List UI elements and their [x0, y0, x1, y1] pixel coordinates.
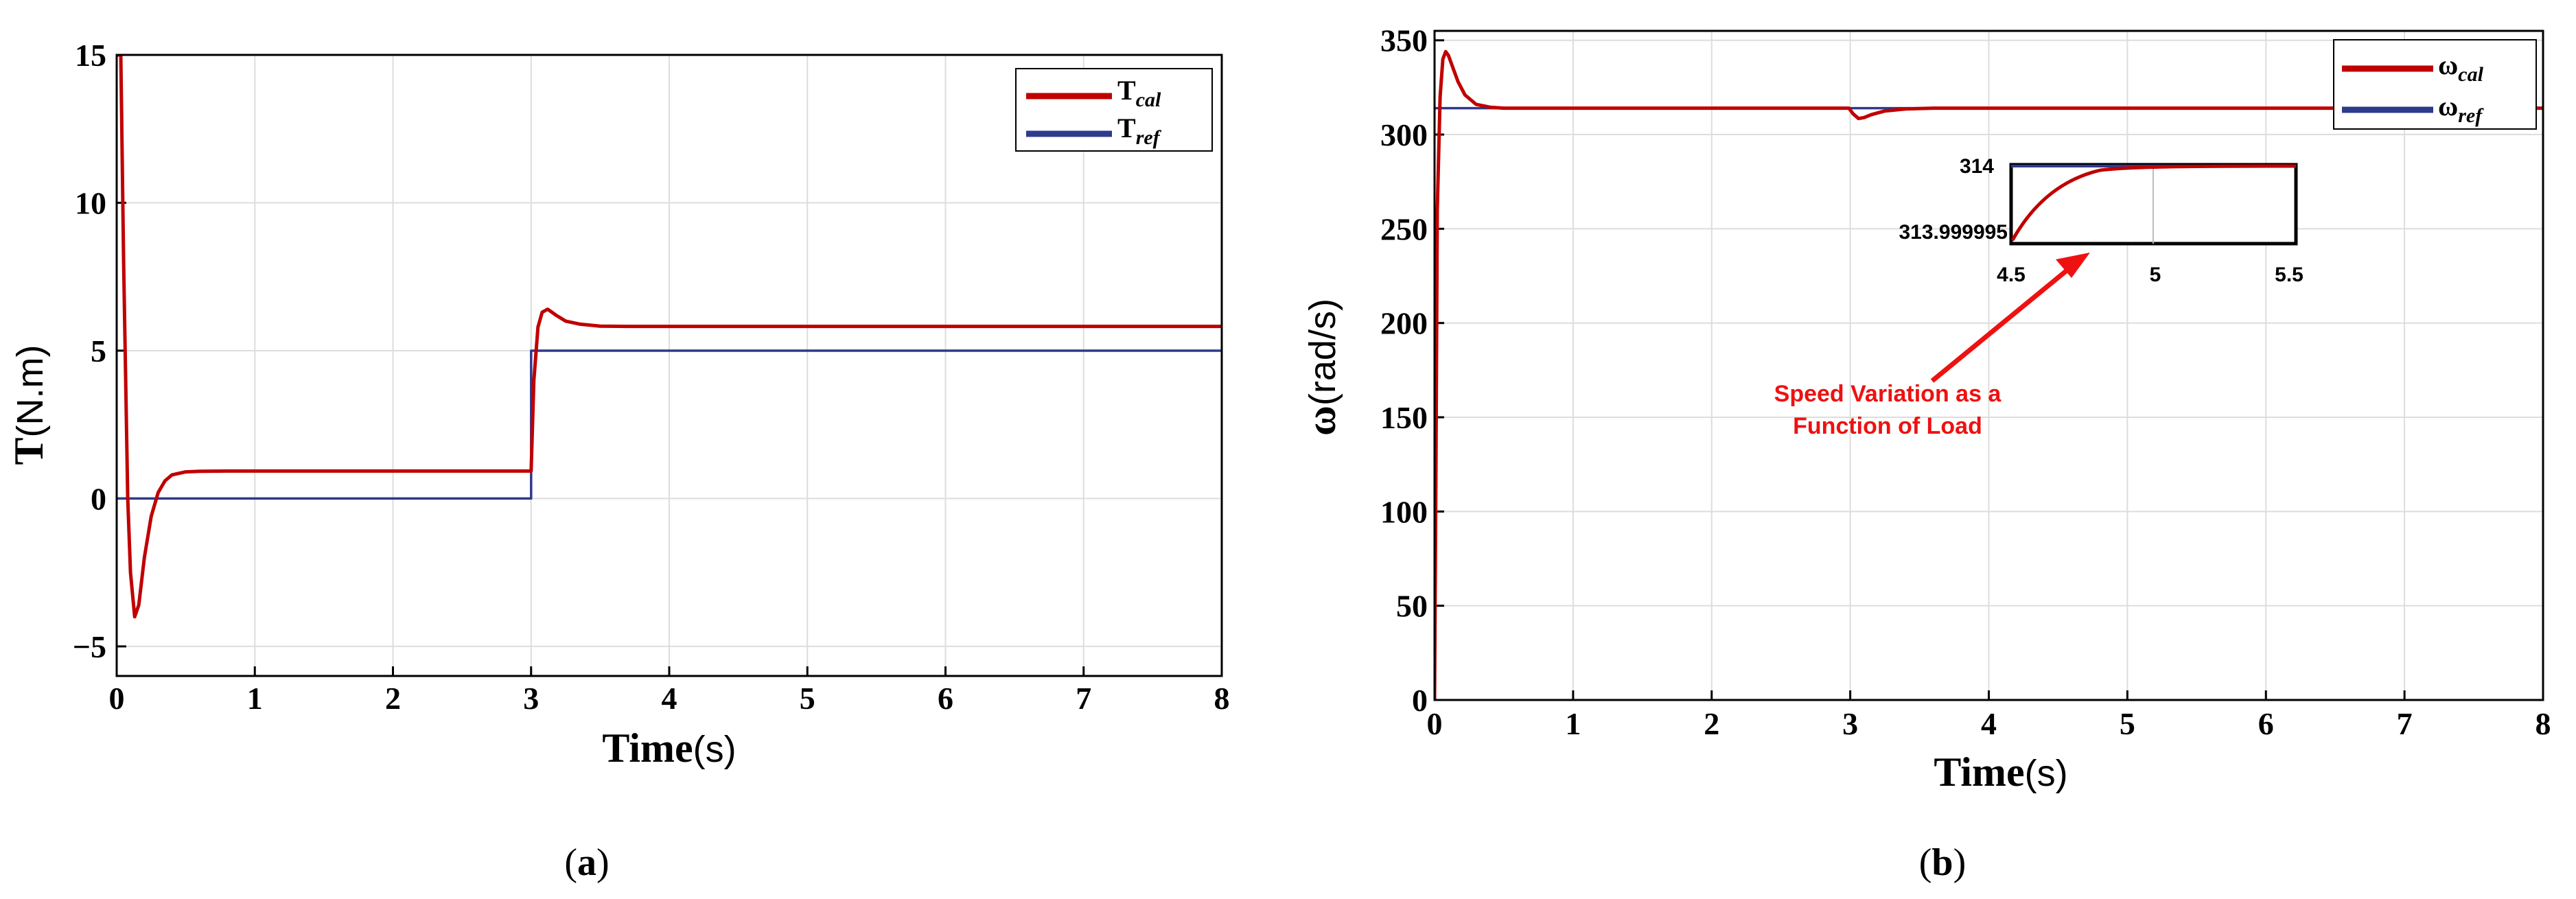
inset-xtick-1: 4.5 [1997, 264, 2026, 286]
grid-b [1434, 31, 2544, 701]
x-tick-label: 1 [1565, 706, 1581, 741]
x-tick-label: 3 [1842, 706, 1858, 741]
y-tick-label: 0 [91, 481, 106, 516]
x-tick-label: 6 [2258, 706, 2274, 741]
y-ticks-b: 0 50 100 150 200 250 300 350 [1380, 23, 1444, 718]
y-tick-label: 100 [1380, 494, 1428, 529]
legend-b: ωcal ωref [2333, 39, 2537, 130]
inset-cal-curve [2010, 164, 2297, 242]
legend-a-box [1015, 68, 1213, 152]
legend-a: Tcal Tref [1015, 68, 1213, 152]
annotation-arrow-head [2056, 253, 2090, 278]
x-axis-label-b: Time(s) [1934, 749, 2067, 795]
x-tick-label: 4 [1981, 706, 1997, 741]
y-tick-label: 50 [1396, 589, 1428, 624]
x-tick-label: 1 [247, 681, 263, 716]
y-tick-label: −5 [73, 629, 106, 664]
plot-frame-a [115, 54, 1223, 677]
inset-xtick-3: 5.5 [2275, 264, 2304, 286]
x-tick-label: 5 [2120, 706, 2135, 741]
x-tick-label: 7 [2397, 706, 2413, 741]
y-axis-label-b: ω(rad/s) [1299, 299, 1344, 436]
x-tick-label: 0 [1427, 706, 1443, 741]
caption-a: (a) [564, 841, 609, 884]
series-cal-line [1435, 49, 2543, 700]
x-tick-label: 2 [385, 681, 401, 716]
annotation-line-2: Function of Load [1793, 413, 1982, 439]
y-tick-label: 0 [1412, 683, 1428, 718]
series-cal-line [117, 55, 1222, 619]
legend-b-label-cal: ωcal [2438, 49, 2484, 86]
y-axis-label-a: T(N.m) [6, 345, 51, 465]
x-axis-label-a: Time(s) [602, 725, 736, 771]
y-tick-label: 300 [1380, 117, 1428, 152]
x-ticks-a: 0 1 2 3 4 5 6 7 8 [109, 666, 1230, 716]
x-tick-label: 0 [109, 681, 125, 716]
legend-b-label-ref: ωref [2438, 91, 2484, 127]
y-tick-label: 15 [75, 38, 106, 73]
y-tick-label: 350 [1380, 23, 1428, 58]
y-ticks-a: −5 0 5 10 15 [73, 38, 126, 664]
x-tick-label: 7 [1076, 681, 1091, 716]
legend-b-box [2333, 39, 2537, 130]
speed-chart: 0 50 100 150 200 250 300 350 0 1 2 3 4 5 6 7 8 ωcal ωre… [1299, 23, 2551, 884]
y-tick-label: 200 [1380, 306, 1428, 341]
x-tick-label: 3 [523, 681, 539, 716]
x-tick-label: 6 [938, 681, 953, 716]
y-tick-label: 10 [75, 185, 106, 220]
series-a [117, 55, 1222, 619]
inset-ytick-bottom: 313.999995 [1899, 221, 2008, 244]
plot-frame-b [1433, 30, 2544, 701]
x-tick-label: 8 [2536, 706, 2551, 741]
legend-a-label-ref: Tref [1117, 113, 1162, 149]
y-tick-label: 150 [1380, 400, 1428, 435]
x-tick-label: 2 [1704, 706, 1719, 741]
y-tick-label: 250 [1380, 211, 1428, 246]
legend-a-label-cal: Tcal [1117, 75, 1161, 111]
annotation-line-1: Speed Variation as a [1774, 381, 2002, 407]
x-tick-label: 5 [800, 681, 815, 716]
inset-xtick-2: 5 [2150, 264, 2161, 286]
x-ticks-b: 0 1 2 3 4 5 6 7 8 [1427, 690, 2551, 741]
inset-ytick-top: 314 [1960, 155, 1994, 178]
x-tick-label: 4 [662, 681, 677, 716]
y-tick-label: 5 [91, 334, 106, 369]
zoom-inset: 314 313.999995 4.5 5 5.5 [1899, 155, 2304, 286]
caption-b: (b) [1919, 841, 1966, 884]
x-tick-label: 8 [1214, 681, 1230, 716]
annotation: Speed Variation as a Function of Load [1774, 253, 2090, 439]
annotation-arrow-shaft [1930, 269, 2068, 383]
